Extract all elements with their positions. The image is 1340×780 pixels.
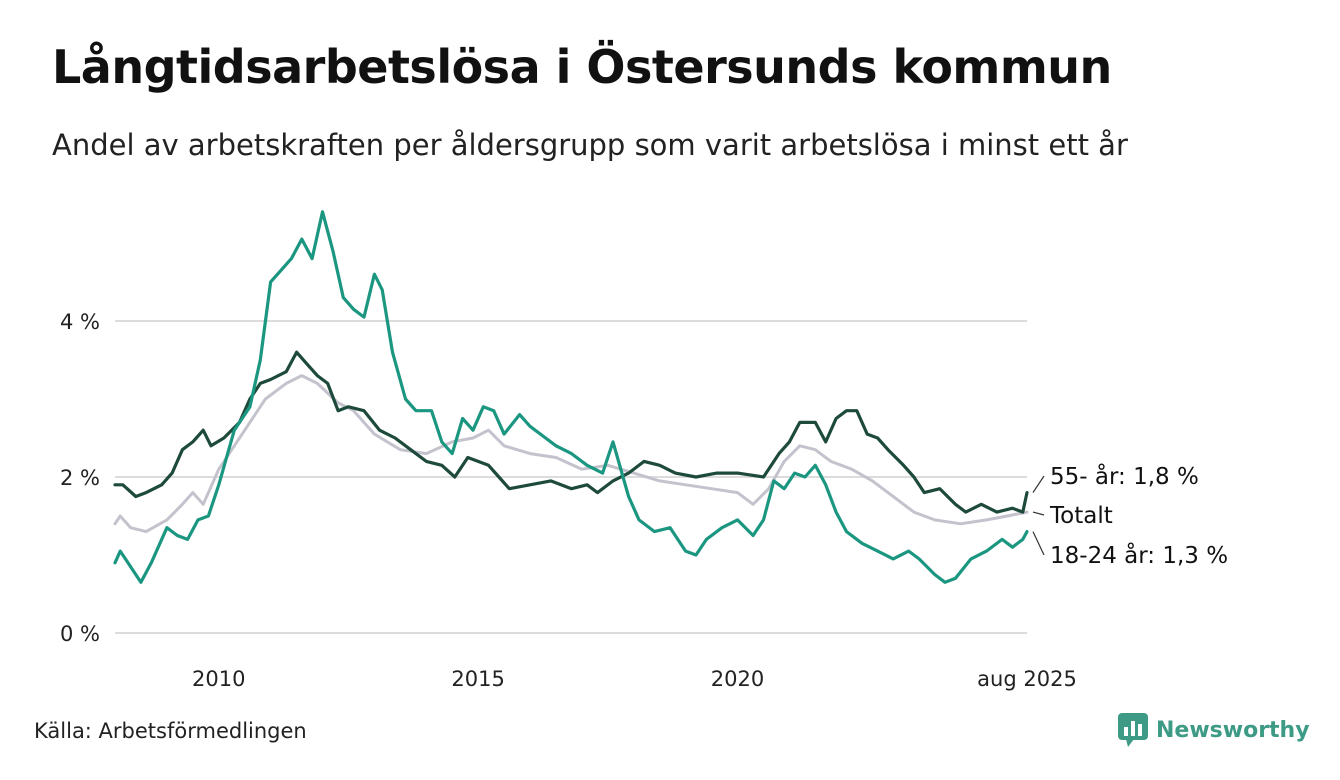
brand-logo[interactable]: Newsworthy	[1118, 712, 1310, 748]
x-tick-label: aug 2025	[977, 667, 1077, 691]
source-note: Källa: Arbetsförmedlingen	[34, 719, 307, 743]
bar-chart-speech-icon	[1118, 713, 1148, 747]
leader-line-55	[1032, 475, 1045, 493]
x-tick-label: 2015	[451, 667, 504, 691]
y-tick-label: 2 %	[60, 466, 100, 490]
series-label-55: 55- år: 1,8 %	[1050, 462, 1199, 490]
chart-title: Långtidsarbetslösa i Östersunds kommun	[52, 40, 1112, 94]
gridlines	[115, 320, 1027, 634]
leader-line-totalt	[1032, 511, 1045, 516]
chart-subtitle: Andel av arbetskraften per åldersgrupp s…	[52, 128, 1128, 162]
end-labels: Totalt 55- år: 1,8 % 18-24 år: 1,3 %	[1032, 462, 1228, 569]
series-line-55	[113, 350, 1029, 514]
series-label-18-24: 18-24 år: 1,3 %	[1050, 541, 1228, 569]
axis-labels: 0 % 2 % 4 % 2010 2015 2020 aug 2025	[60, 310, 1077, 691]
brand-name: Newsworthy	[1156, 717, 1310, 743]
series-line-18-24	[113, 210, 1029, 584]
x-tick-label: 2010	[192, 667, 245, 691]
series-lines	[113, 210, 1029, 584]
y-tick-label: 0 %	[60, 622, 100, 646]
line-chart: 0 % 2 % 4 % 2010 2015 2020 aug 2025 Totalt 55- …	[60, 210, 1228, 691]
x-tick-label: 2020	[711, 667, 764, 691]
leader-line-18-24	[1032, 531, 1045, 556]
series-label-totalt: Totalt	[1049, 503, 1113, 529]
y-tick-label: 4 %	[60, 310, 100, 334]
series-line-totalt	[113, 374, 1029, 534]
